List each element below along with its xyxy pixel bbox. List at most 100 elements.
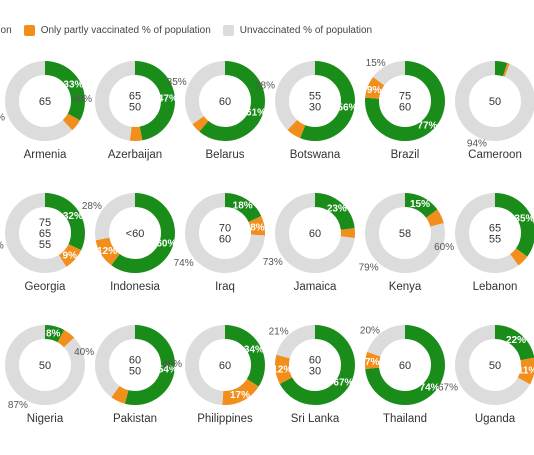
data-label-fully: 33% [63, 80, 83, 91]
donut-segment-unvaccinated [95, 325, 175, 405]
donut-segment-unvaccinated [5, 193, 85, 273]
legend-swatch-partly [23, 24, 35, 36]
center-label: <60 [126, 228, 145, 240]
data-label-fully: 67% [333, 377, 353, 388]
country-label: Cameroon [468, 149, 522, 161]
country-label: Georgia [25, 281, 67, 293]
donut-segment-unvaccinated [455, 193, 534, 273]
donut-segment-partly [455, 325, 534, 405]
data-label-fully: 56% [337, 103, 357, 114]
center-label: 50 [129, 102, 141, 114]
donut-segment-unvaccinated [185, 61, 265, 141]
center-label: 50 [489, 360, 501, 372]
center-label: 58 [399, 228, 411, 240]
center-label: 55 [39, 239, 51, 251]
donut-segment-partly [185, 193, 265, 273]
data-label-unvaccinated: 20% [360, 326, 380, 337]
data-label-fully: 32% [63, 211, 83, 222]
country-label: Uganda [475, 413, 516, 425]
center-label: 60 [309, 355, 321, 367]
center-label: 50 [489, 96, 501, 108]
data-label-fully: 23% [327, 204, 347, 215]
data-label-partly: 11% [518, 366, 534, 377]
data-label-partly: 12% [97, 246, 117, 257]
data-label-unvaccinated: 60% [434, 242, 454, 253]
donut-segment-unvaccinated [275, 193, 355, 273]
donut-segment-unvaccinated [95, 61, 175, 141]
donut-segment-partly [95, 61, 175, 141]
country-label: Philippines [197, 413, 253, 425]
donut-segment-unvaccinated [365, 193, 445, 273]
legend-label-fully: ation [0, 24, 12, 36]
donut-segment-partly [275, 193, 355, 273]
legend-item-fully: ation [0, 25, 12, 36]
data-label-unvaccinated: 28% [82, 201, 102, 212]
data-label-unvaccinated: 94% [467, 139, 487, 150]
center-label: 60 [219, 96, 231, 108]
legend: ation Only partly vaccinated % of popula… [0, 22, 384, 38]
data-label-unvaccinated: 87% [8, 400, 28, 411]
data-label-unvaccinated: 67% [438, 382, 458, 393]
donut-kenya: 15% 79% 58 Kenya [359, 193, 445, 293]
country-label: Sri Lanka [291, 413, 340, 425]
legend-item-partly: Only partly vaccinated % of population [23, 24, 211, 36]
country-label: Lebanon [473, 281, 518, 293]
data-label-unvaccinated: 73% [263, 257, 283, 268]
donut-segment-unvaccinated [5, 325, 85, 405]
data-label-unvaccinated: 21% [269, 327, 289, 338]
donut-segment-partly [365, 325, 445, 405]
center-label: 55 [489, 234, 501, 246]
donut-jamaica: 23% 73% 60 Jamaica [263, 193, 355, 293]
legend-swatch-unvaccinated [222, 24, 234, 36]
data-label-unvaccinated: 48% [72, 94, 92, 105]
donut-segment-unvaccinated [365, 325, 445, 405]
country-label: Nigeria [27, 413, 64, 425]
country-label: Botswana [290, 149, 341, 161]
data-label-fully: 47% [158, 93, 178, 104]
data-label-unvaccinated: 74% [174, 258, 194, 269]
donut-segment-unvaccinated [275, 325, 355, 405]
donut-segment-unvaccinated [185, 193, 265, 273]
donut-segment-unvaccinated [455, 61, 534, 141]
donut-segment-unvaccinated [5, 61, 85, 141]
legend-label-partly: Only partly vaccinated % of population [40, 24, 211, 36]
country-label: Indonesia [110, 281, 160, 293]
center-label: 60 [129, 355, 141, 367]
center-label: 30 [309, 366, 321, 378]
data-label-partly: 7% [365, 357, 380, 368]
donut-segment-partly [275, 325, 355, 405]
country-label: Azerbaijan [108, 149, 162, 161]
center-label: 50 [129, 366, 141, 378]
center-label: 30 [309, 102, 321, 114]
data-label-unvaccinated: 62% [0, 112, 5, 123]
data-label-unvaccinated: 35% [167, 77, 187, 88]
data-label-fully: 60% [156, 239, 176, 250]
donut-indonesia: 60% 12% 28% <60 Indonesia [82, 193, 177, 293]
data-label-fully: 8% [46, 329, 61, 340]
data-label-fully: 22% [506, 335, 526, 346]
donut-segment-partly [185, 325, 265, 405]
data-label-fully: 35% [514, 214, 534, 225]
donut-nigeria: 8% 87% 50 Nigeria [5, 325, 85, 425]
data-label-partly: 12% [272, 365, 292, 376]
center-label: 65 [489, 223, 501, 235]
center-label: 65 [39, 228, 51, 240]
data-label-unvaccinated: 15% [366, 58, 386, 69]
country-label: Jamaica [294, 281, 337, 293]
donut-segment-unvaccinated [275, 61, 355, 141]
data-label-unvaccinated: 79% [359, 262, 379, 273]
data-label-fully: 74% [420, 383, 440, 394]
center-label: 60 [219, 360, 231, 372]
data-label-partly: 9% [367, 85, 382, 96]
data-label-unvaccinated: 59% [0, 240, 4, 251]
center-label: 65 [129, 91, 141, 103]
data-label-partly: 9% [63, 250, 78, 261]
donut-segment-unvaccinated [95, 193, 175, 273]
data-label-unvaccinated: 49% [162, 359, 182, 370]
